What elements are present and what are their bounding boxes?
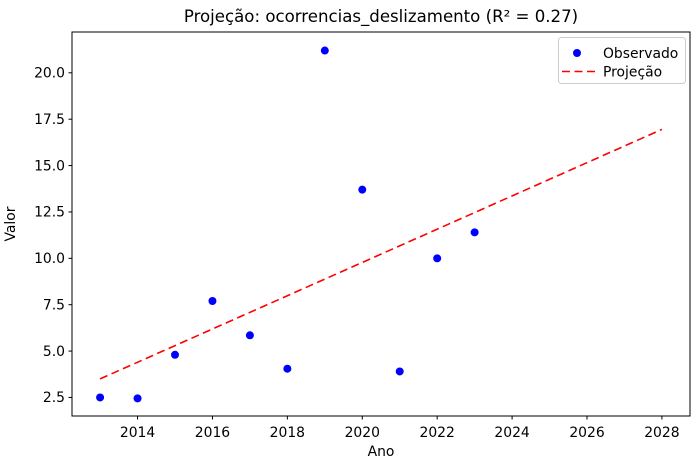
dot-icon [573,49,581,57]
scatter-point [208,296,217,305]
scatter-point [96,393,105,402]
x-tick-label: 2022 [420,425,455,441]
scatter-point [171,350,179,359]
x-tick-label: 2026 [569,425,604,441]
projection-line-layer [99,128,663,380]
plot-border [71,31,691,417]
y-axis-label: Valor [3,206,19,241]
scatter-points-layer [96,46,479,403]
x-tick-label: 2018 [270,425,305,441]
scatter-point [133,394,142,403]
x-tick-label: 2020 [345,425,380,441]
y-tick-label: 5.0 [43,344,65,360]
scatter-point [470,228,479,237]
x-tick-label: 2014 [120,425,156,441]
y-tick-label: 10.0 [34,251,65,267]
y-tick-label: 2.5 [43,390,65,406]
scatter-point [433,254,442,263]
projection-line [99,128,663,380]
y-tick-label: 7.5 [43,297,65,313]
y-tick-label: 20.0 [34,66,65,82]
y-axis-ticks: 2.5 5.0 7.5 10.0 12.5 15.0 17.5 20.0 [34,66,72,406]
scatter-point [245,331,254,340]
x-tick-label: 2028 [644,425,679,441]
scatter-point [283,364,292,373]
y-tick-label: 12.5 [34,205,65,221]
x-tick-label: 2024 [494,425,530,441]
scatter-point [320,46,329,55]
chart-title: Projeção: ocorrencias_deslizamento (R² =… [184,7,578,27]
x-axis-ticks: 2014 2016 2018 2020 2022 2024 2026 2028 [120,416,680,441]
legend-label-observado: Observado [603,46,678,62]
x-tick-label: 2016 [195,425,230,441]
y-tick-label: 15.0 [34,158,65,174]
y-tick-label: 17.5 [34,112,65,128]
legend-label-projecao: Projeção [603,64,662,80]
x-axis-label: Ano [368,444,395,460]
scatter-point [395,367,404,376]
legend: Observado Projeção [558,37,686,84]
scatter-point [358,185,367,194]
